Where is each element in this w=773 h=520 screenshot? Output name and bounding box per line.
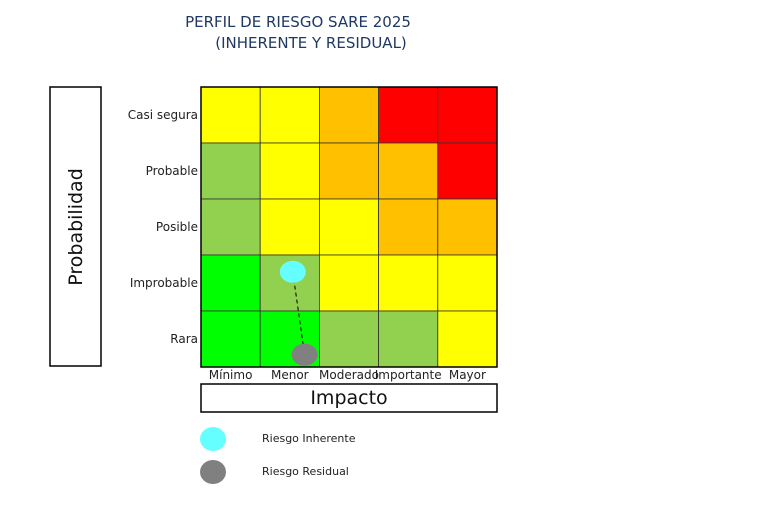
matrix-cell [378,142,439,200]
legend-label: Riesgo Inherente [262,432,356,445]
y-tick-label: Probable [146,164,198,178]
y-tick-label: Rara [170,332,198,346]
legend-label: Riesgo Residual [262,465,349,478]
x-tick-label: Moderado [319,368,379,382]
y-tick-label: Posible [156,220,198,234]
x-tick-label: Mínimo [209,368,253,382]
y-tick-label: Improbable [130,276,198,290]
matrix-cell [318,142,379,200]
matrix-cell [437,310,498,368]
risk-point [279,260,306,283]
matrix-cell [437,254,498,312]
chart-subtitle: (INHERENTE Y RESIDUAL) [215,34,407,52]
matrix-cell [437,86,498,144]
matrix-cell [318,198,379,256]
matrix-cell [437,142,498,200]
matrix-cells [200,86,498,368]
legend-swatch [200,427,226,451]
matrix-cell [318,86,379,144]
matrix-cell [437,198,498,256]
matrix-cell [378,310,439,368]
matrix-cell [200,198,261,256]
matrix-cell [378,86,439,144]
matrix-cell [200,142,261,200]
matrix-cell [378,254,439,312]
x-tick-label: Mayor [449,368,486,382]
x-axis-title: Impacto [310,387,387,409]
risk-point [291,343,318,366]
x-tick-label: Menor [271,368,309,382]
matrix-cell [200,254,261,312]
x-axis-box: Impacto [200,383,498,413]
y-tick-labels: Casi segura Probable Posible Improbable Rara [128,108,198,346]
chart-title: PERFIL DE RIESGO SARE 2025 [185,13,411,31]
matrix-cell [378,198,439,256]
matrix-cell [318,254,379,312]
matrix-cell [259,142,320,200]
matrix-cell [200,86,261,144]
legend: Riesgo Inherente Riesgo Residual [200,427,356,484]
legend-swatch [200,460,226,484]
x-tick-label: Importante [375,368,442,382]
y-axis-title: Probabilidad [65,168,87,286]
matrix-cell [259,198,320,256]
matrix-cell [259,86,320,144]
matrix-border [200,86,498,368]
matrix-cell [200,310,261,368]
matrix-cell [318,310,379,368]
y-axis-box: Probabilidad [49,86,102,367]
risk-markers [279,260,318,366]
y-tick-label: Casi segura [128,108,198,122]
